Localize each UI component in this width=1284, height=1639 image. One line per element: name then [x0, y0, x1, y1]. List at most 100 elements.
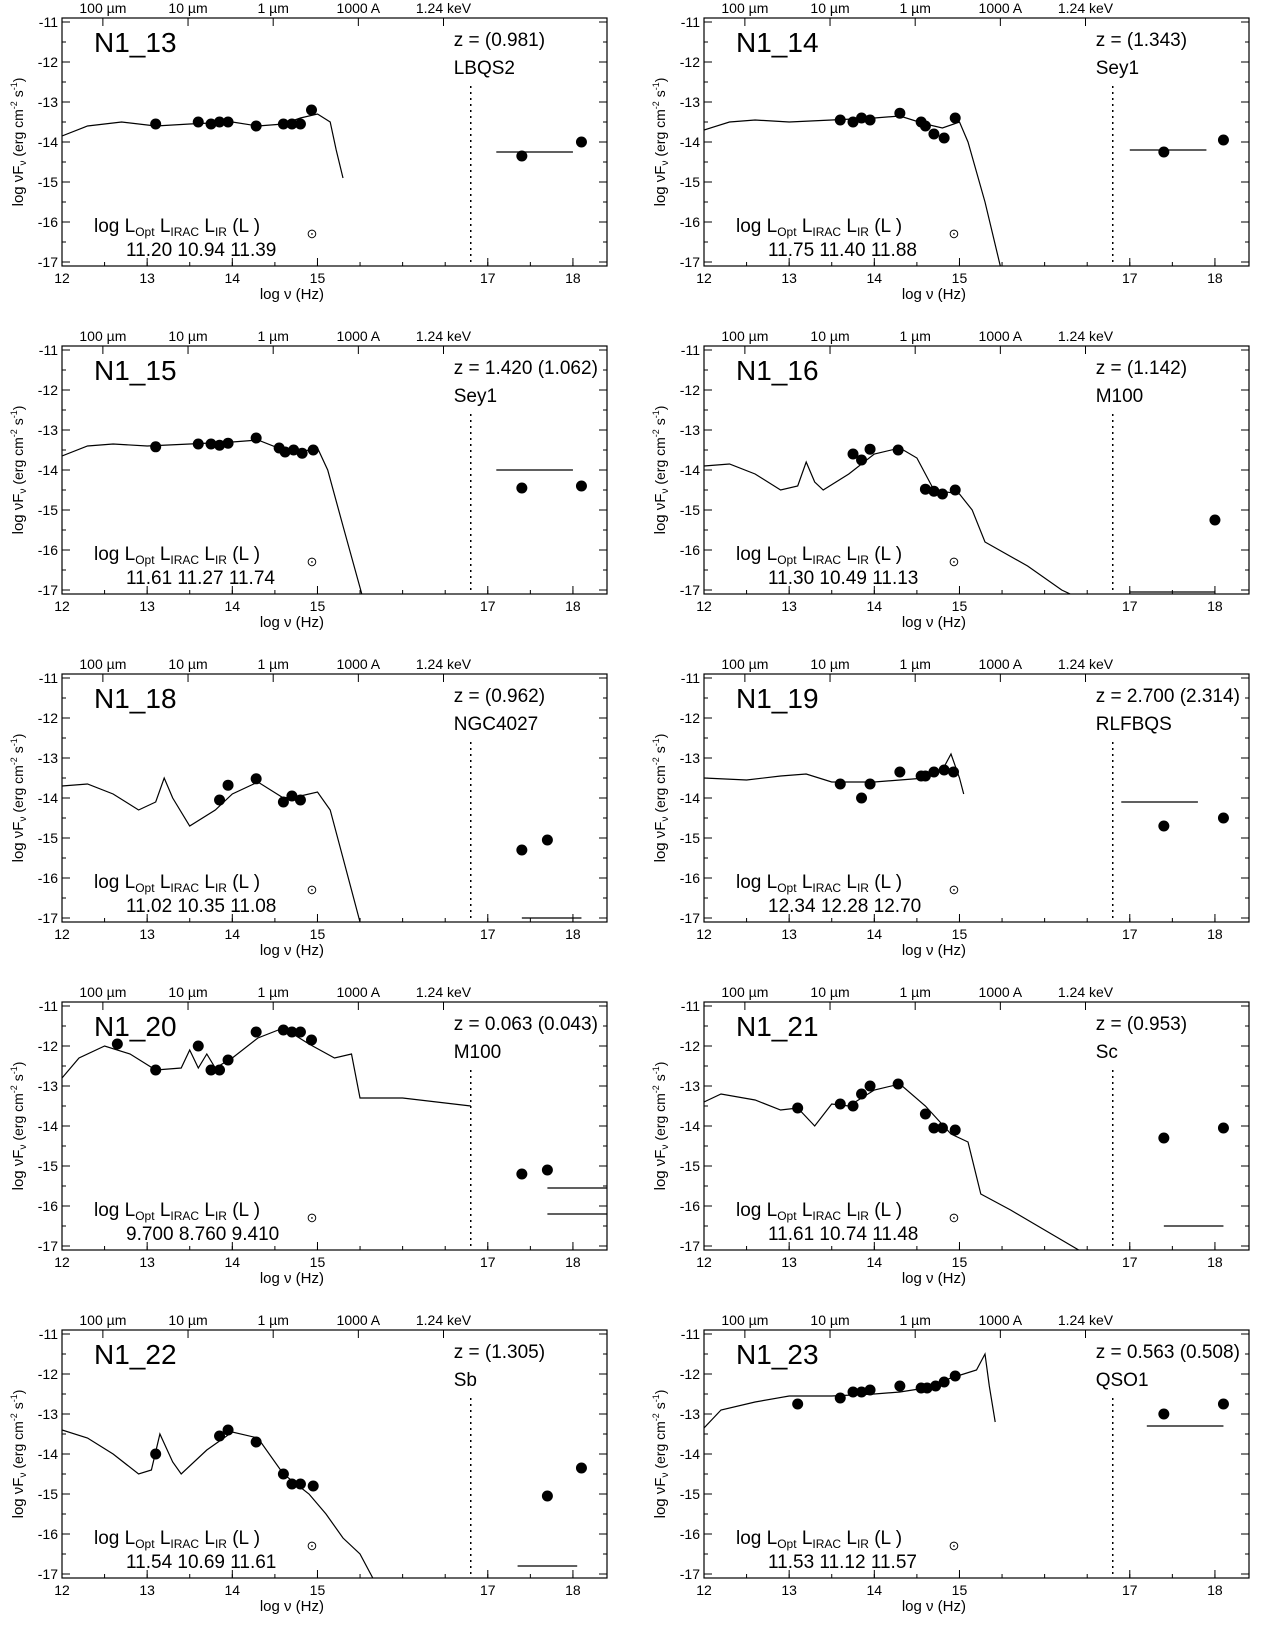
- data-point: [250, 1436, 262, 1448]
- x-tick-label: 17: [1122, 598, 1138, 614]
- luminosity-header: log LOpt LIRAC LIR (L ): [94, 1528, 260, 1551]
- data-point: [928, 128, 940, 140]
- x-tick-label: 15: [310, 598, 326, 614]
- template-label: Sey1: [1096, 58, 1139, 79]
- data-point: [306, 1034, 318, 1046]
- top-wavelength-label: 100 µm: [79, 1312, 126, 1328]
- top-wavelength-label: 1 µm: [257, 1312, 288, 1328]
- template-label: M100: [454, 1042, 502, 1063]
- data-point: [919, 483, 931, 495]
- x-tick-label: 18: [565, 598, 581, 614]
- y-axis-label: log νFν (erg cm-2 s-1): [651, 734, 671, 863]
- y-axis-label: log νFν (erg cm-2 s-1): [651, 406, 671, 535]
- luminosity-values: 11.20 10.94 11.39: [126, 240, 276, 261]
- data-point: [792, 1398, 804, 1410]
- luminosity-values: 11.02 10.35 11.08: [126, 896, 276, 917]
- data-point: [1217, 1398, 1229, 1410]
- top-wavelength-label: 10 µm: [810, 328, 849, 344]
- x-tick-label: 13: [781, 926, 797, 942]
- x-tick-label: 13: [139, 270, 155, 286]
- data-point: [279, 446, 291, 458]
- data-point: [222, 1054, 234, 1066]
- data-point: [921, 1382, 933, 1394]
- luminosity-header: log LOpt LIRAC LIR (L ): [94, 216, 260, 239]
- data-point: [516, 150, 528, 162]
- data-point: [928, 766, 940, 778]
- y-tick-label: -14: [38, 1118, 58, 1134]
- x-tick-label: 12: [696, 1254, 712, 1270]
- data-point: [205, 1064, 217, 1076]
- top-wavelength-label: 1000 A: [979, 984, 1023, 1000]
- data-point: [575, 136, 587, 148]
- x-tick-label: 18: [565, 1582, 581, 1598]
- top-wavelength-label: 1.24 keV: [416, 0, 472, 16]
- data-point: [949, 484, 961, 496]
- y-tick-label: -15: [680, 502, 700, 518]
- x-tick-label: 12: [54, 926, 70, 942]
- data-point: [296, 447, 308, 459]
- top-wavelength-label: 10 µm: [168, 984, 207, 1000]
- y-axis-label: log νFν (erg cm-2 s-1): [651, 1390, 671, 1519]
- redshift-label: z = (0.981): [454, 30, 545, 51]
- data-point: [892, 444, 904, 456]
- model-sed-curve: [704, 1352, 996, 1429]
- x-tick-label: 17: [480, 926, 496, 942]
- x-tick-label: 12: [696, 270, 712, 286]
- redshift-label: z = 0.063 (0.043): [454, 1014, 598, 1035]
- top-wavelength-label: 1000 A: [337, 656, 381, 672]
- y-tick-label: -15: [680, 1486, 700, 1502]
- top-wavelength-label: 100 µm: [79, 328, 126, 344]
- x-tick-label: 15: [310, 1254, 326, 1270]
- luminosity-header: log LOpt LIRAC LIR (L ): [94, 1200, 260, 1223]
- x-tick-label: 14: [867, 1254, 883, 1270]
- sed-panel-n1-14: 12 13 14 15 17 18 100 µm 10 µm 1 µm 1000 A 1.24 ke…: [651, 0, 1250, 303]
- sed-panel-n1-15: 12 13 14 15 17 18 100 µm 10 µm 1 µm 1000 A 1.24 ke…: [9, 328, 608, 631]
- model-sed-curve: [704, 752, 965, 795]
- y-tick-label: -16: [680, 1198, 700, 1214]
- y-tick-label: -11: [681, 998, 700, 1014]
- luminosity-values: 12.34 12.28 12.70: [768, 896, 921, 917]
- y-tick-label: -15: [38, 502, 58, 518]
- y-tick-label: -17: [38, 254, 58, 270]
- model-sed-curve: [704, 1083, 1080, 1250]
- x-tick-label: 14: [867, 270, 883, 286]
- data-point: [250, 120, 262, 132]
- data-point: [307, 1480, 319, 1492]
- data-point: [894, 766, 906, 778]
- x-tick-label: 17: [1122, 1254, 1138, 1270]
- top-wavelength-label: 1 µm: [899, 328, 930, 344]
- top-wavelength-label: 1000 A: [337, 1312, 381, 1328]
- sed-panel-n1-22: 12 13 14 15 17 18 100 µm 10 µm 1 µm 1000 A 1.24 ke…: [9, 1312, 608, 1615]
- top-wavelength-label: 1000 A: [979, 1312, 1023, 1328]
- luminosity-values: 11.75 11.40 11.88: [768, 240, 917, 261]
- y-tick-label: -11: [681, 14, 700, 30]
- top-wavelength-label: 10 µm: [810, 984, 849, 1000]
- top-wavelength-label: 10 µm: [168, 656, 207, 672]
- y-tick-label: -17: [680, 1566, 700, 1582]
- y-tick-label: -16: [680, 870, 700, 886]
- top-wavelength-label: 1000 A: [979, 656, 1023, 672]
- y-tick-label: -13: [680, 750, 700, 766]
- top-wavelength-label: 10 µm: [810, 656, 849, 672]
- data-point: [894, 107, 906, 119]
- redshift-label: z = 2.700 (2.314): [1096, 686, 1240, 707]
- data-point: [575, 480, 587, 492]
- y-tick-label: -13: [38, 1406, 58, 1422]
- top-wavelength-label: 1.24 keV: [416, 656, 472, 672]
- luminosity-header: log LOpt LIRAC LIR (L ): [94, 872, 260, 895]
- top-wavelength-label: 1.24 keV: [1058, 1312, 1114, 1328]
- x-tick-label: 17: [480, 1254, 496, 1270]
- y-tick-label: -11: [681, 342, 700, 358]
- top-wavelength-label: 1 µm: [257, 0, 288, 16]
- top-wavelength-label: 100 µm: [721, 656, 768, 672]
- data-point: [949, 1124, 961, 1136]
- x-axis-label: log ν (Hz): [260, 614, 324, 631]
- x-tick-label: 14: [225, 1582, 241, 1598]
- x-tick-label: 14: [225, 926, 241, 942]
- solar-symbol: ⊙: [307, 554, 318, 569]
- panel-title: N1_20: [94, 1011, 177, 1042]
- y-tick-label: -14: [680, 790, 700, 806]
- luminosity-header: log LOpt LIRAC LIR (L ): [736, 1528, 902, 1551]
- data-point: [1217, 134, 1229, 146]
- data-point: [575, 1462, 587, 1474]
